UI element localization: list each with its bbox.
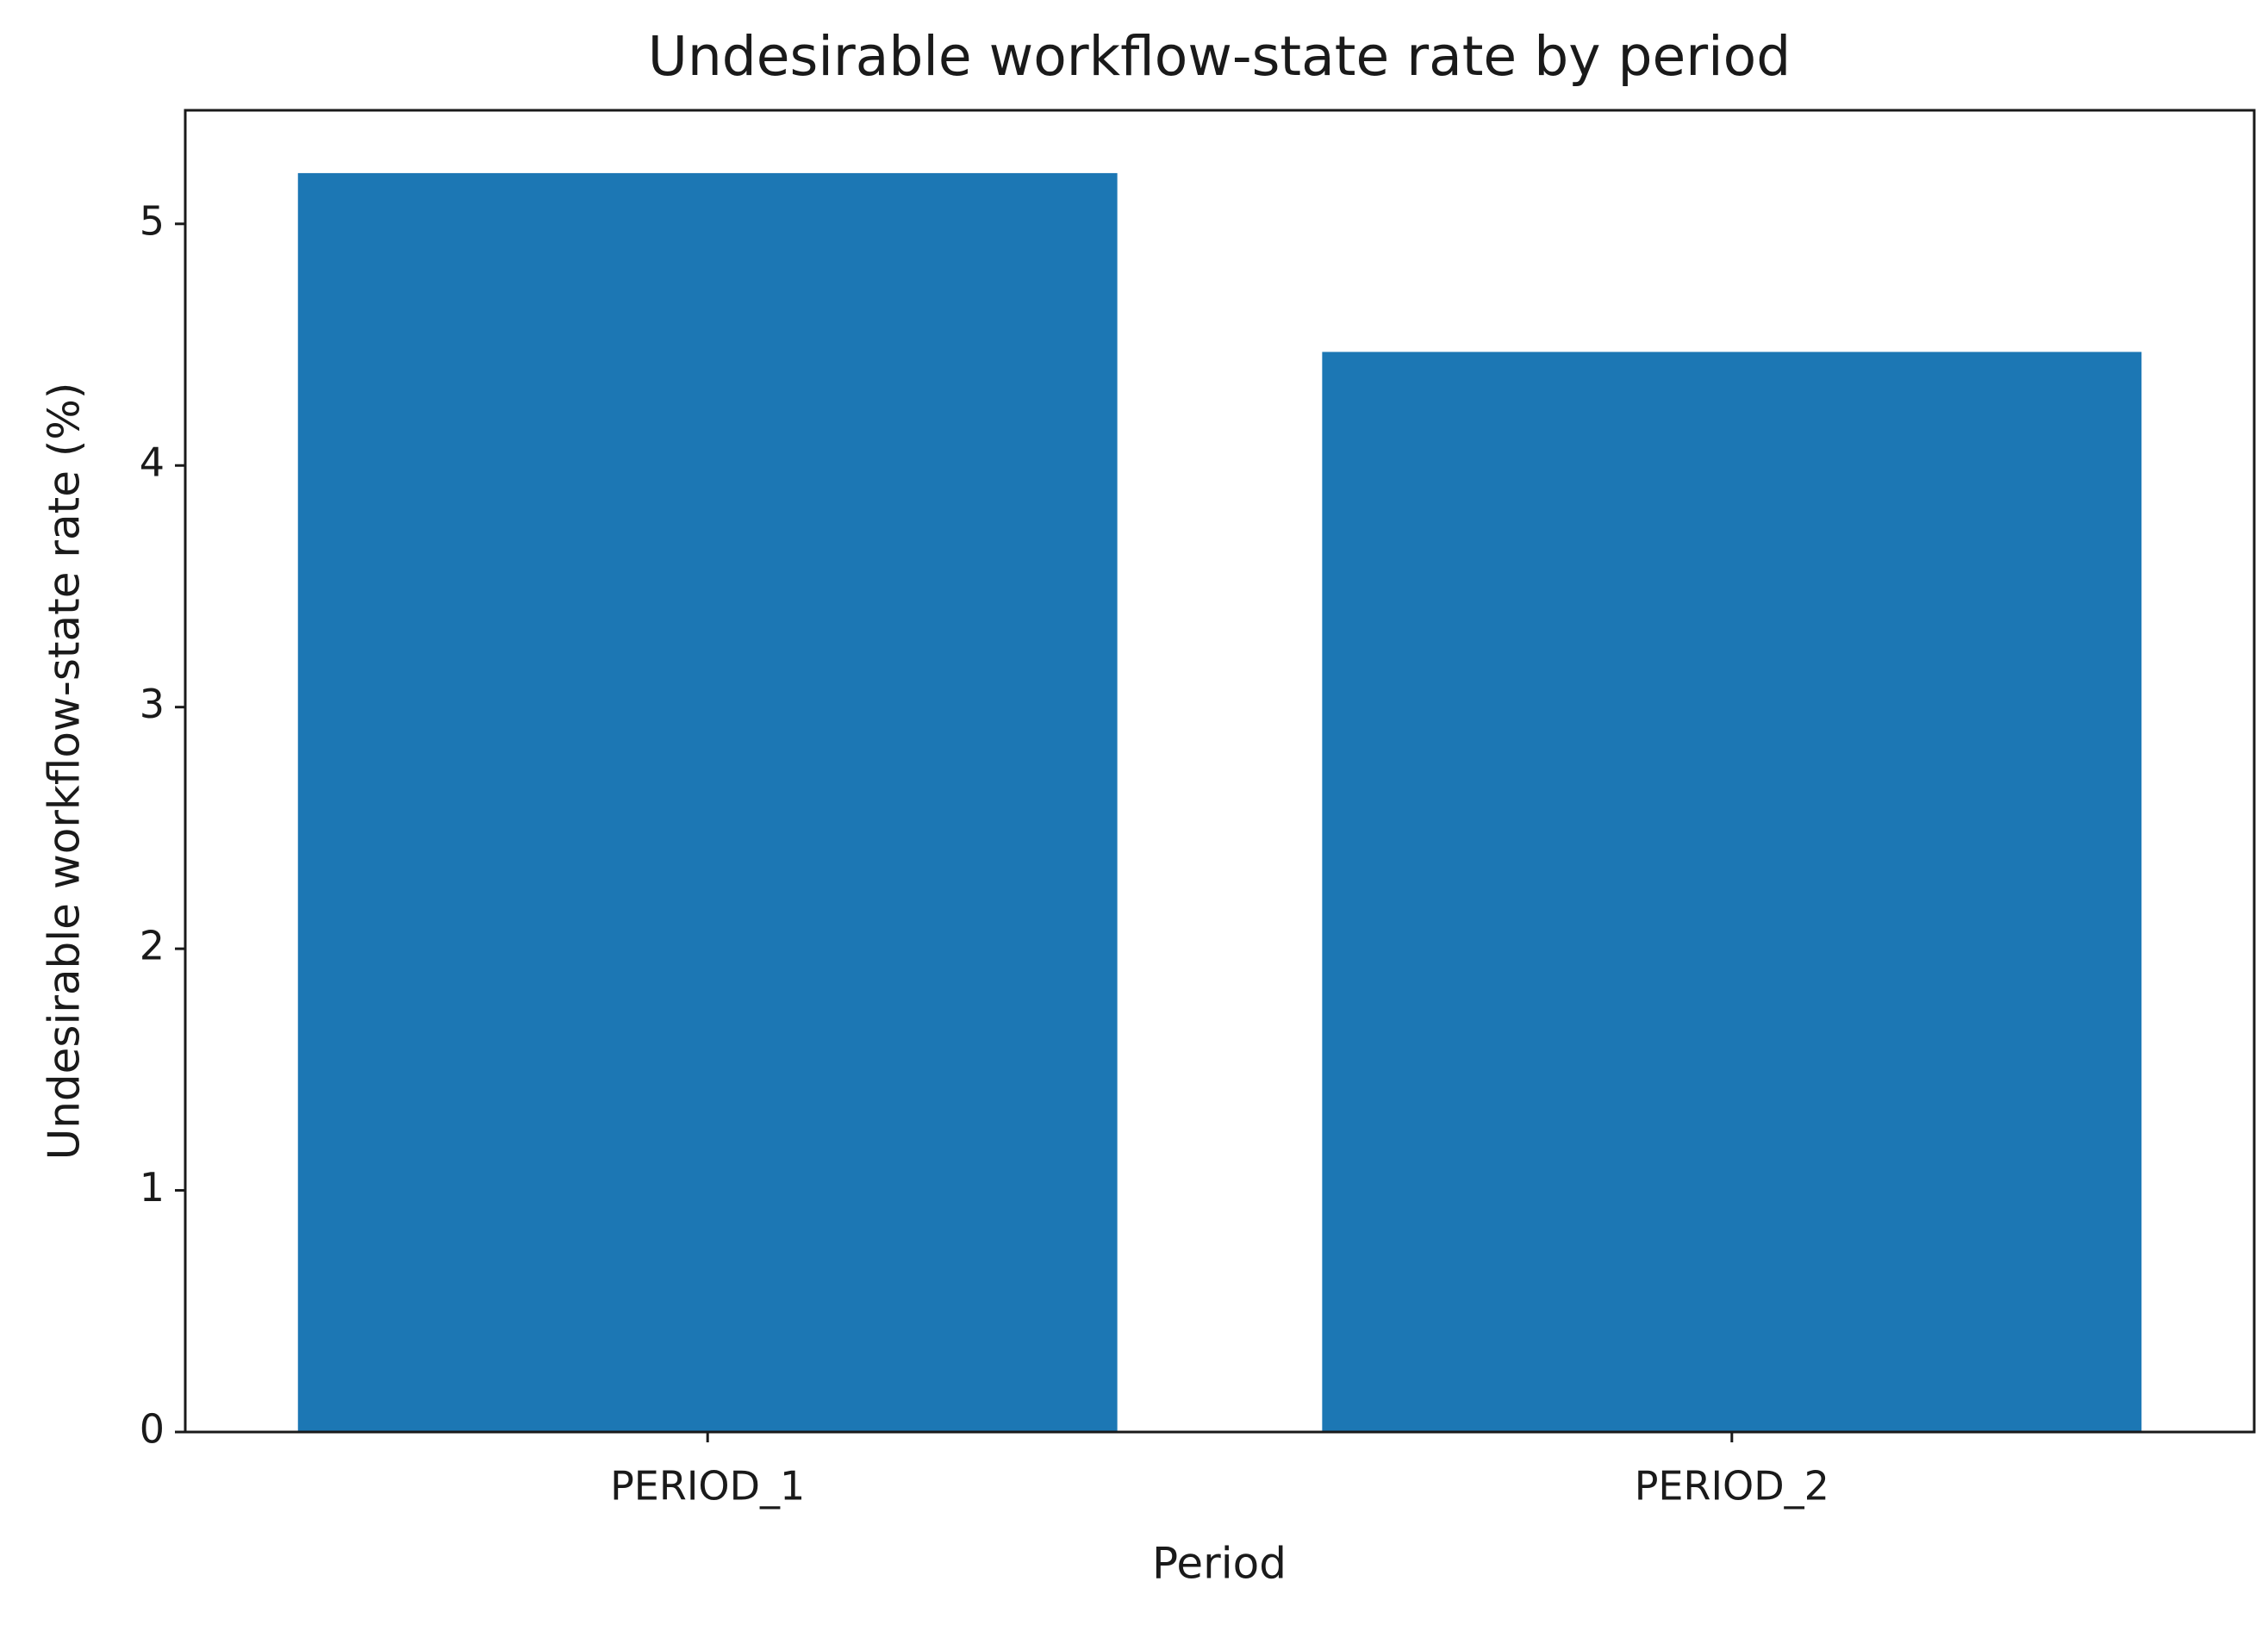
x-axis-label: Period (1152, 1539, 1287, 1589)
y-tick-label: 2 (140, 923, 165, 969)
y-axis-label: Undesirable workflow-state rate (%) (40, 383, 90, 1161)
x-tick-label: PERIOD_2 (1635, 1463, 1829, 1510)
x-tick-label: PERIOD_1 (610, 1463, 805, 1510)
bar (297, 172, 1118, 1433)
chart-title: Undesirable workflow-state rate by perio… (648, 25, 1791, 88)
plot-frame (184, 109, 2256, 1434)
y-tick-label: 3 (140, 681, 165, 727)
y-tick-label: 1 (140, 1164, 165, 1211)
y-tick-label: 0 (140, 1406, 165, 1453)
bar (1322, 352, 2142, 1433)
y-tick-label: 4 (140, 439, 165, 486)
y-tick-label: 5 (140, 197, 165, 244)
